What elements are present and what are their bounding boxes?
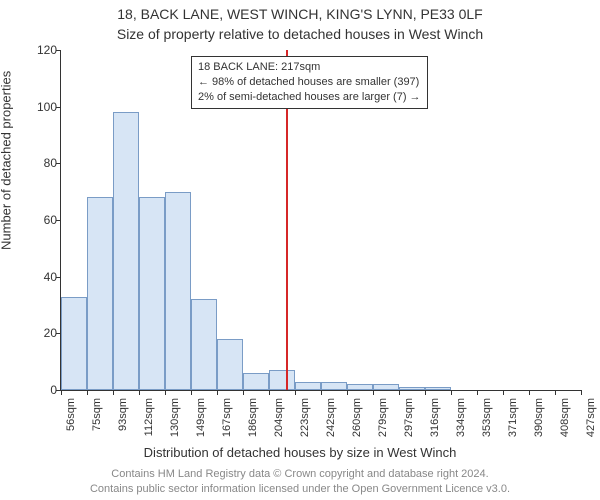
xtick-label: 167sqm — [221, 398, 233, 437]
histogram-bar — [347, 384, 373, 390]
xtick-label: 149sqm — [195, 398, 207, 437]
ytick-label: 40 — [29, 270, 57, 284]
xtick-label: 371sqm — [507, 398, 519, 437]
xtick-label: 260sqm — [351, 398, 363, 437]
xtick-mark — [113, 390, 114, 395]
xtick-mark — [581, 390, 582, 395]
histogram-bar — [61, 297, 87, 391]
xtick-label: 297sqm — [403, 398, 415, 437]
histogram-bar — [321, 382, 347, 391]
xtick-mark — [399, 390, 400, 395]
xtick-mark — [373, 390, 374, 395]
xtick-mark — [165, 390, 166, 395]
plot-area: 020406080100120 56sqm75sqm93sqm112sqm130… — [60, 50, 581, 391]
xtick-mark — [347, 390, 348, 395]
histogram-bar — [217, 339, 243, 390]
xtick-label: 334sqm — [455, 398, 467, 437]
xtick-label: 130sqm — [169, 398, 181, 437]
xtick-mark — [477, 390, 478, 395]
histogram-bar — [87, 197, 113, 390]
xtick-label: 112sqm — [143, 398, 155, 436]
histogram-bar — [243, 373, 269, 390]
ytick-label: 0 — [29, 383, 57, 397]
y-axis-label: Number of detached properties — [0, 71, 14, 250]
xtick-mark — [503, 390, 504, 395]
annotation-box: 18 BACK LANE: 217sqm ← 98% of detached h… — [191, 56, 428, 109]
footer-line2: Contains public sector information licen… — [0, 482, 600, 496]
xtick-mark — [243, 390, 244, 395]
xtick-mark — [295, 390, 296, 395]
xtick-mark — [87, 390, 88, 395]
histogram-bar — [269, 370, 295, 390]
xtick-label: 223sqm — [299, 398, 311, 437]
ytick-label: 20 — [29, 326, 57, 340]
ytick-label: 100 — [29, 100, 57, 114]
xtick-mark — [191, 390, 192, 395]
annotation-line1: 18 BACK LANE: 217sqm — [198, 60, 421, 75]
footer-attribution: Contains HM Land Registry data © Crown c… — [0, 467, 600, 496]
xtick-mark — [425, 390, 426, 395]
xtick-mark — [321, 390, 322, 395]
annotation-line2: ← 98% of detached houses are smaller (39… — [198, 75, 421, 90]
xtick-mark — [139, 390, 140, 395]
chart-title-line2: Size of property relative to detached ho… — [0, 26, 600, 42]
ytick-label: 80 — [29, 156, 57, 170]
xtick-label: 204sqm — [273, 398, 285, 437]
xtick-label: 408sqm — [559, 398, 571, 437]
histogram-bar — [139, 197, 165, 390]
xtick-label: 56sqm — [65, 398, 77, 431]
histogram-bar — [191, 299, 217, 390]
xtick-label: 75sqm — [91, 398, 103, 431]
ytick-label: 60 — [29, 213, 57, 227]
xtick-label: 390sqm — [533, 398, 545, 437]
xtick-mark — [529, 390, 530, 395]
xtick-mark — [269, 390, 270, 395]
xtick-label: 427sqm — [585, 398, 597, 437]
xtick-label: 93sqm — [117, 398, 129, 431]
histogram-bar — [165, 192, 191, 390]
histogram-bar — [425, 387, 451, 390]
chart-title-line1: 18, BACK LANE, WEST WINCH, KING'S LYNN, … — [0, 6, 600, 22]
histogram-bar — [399, 387, 425, 390]
annotation-line3: 2% of semi-detached houses are larger (7… — [198, 90, 421, 105]
xtick-label: 186sqm — [247, 398, 259, 437]
xtick-mark — [61, 390, 62, 395]
xtick-mark — [555, 390, 556, 395]
footer-line1: Contains HM Land Registry data © Crown c… — [0, 467, 600, 481]
xtick-label: 242sqm — [325, 398, 337, 437]
x-axis-label: Distribution of detached houses by size … — [0, 445, 600, 460]
histogram-bar — [113, 112, 139, 390]
xtick-label: 279sqm — [377, 398, 389, 437]
histogram-bar — [373, 384, 399, 390]
xtick-label: 353sqm — [481, 398, 493, 437]
histogram-bar — [295, 382, 321, 391]
xtick-mark — [217, 390, 218, 395]
ytick-label: 120 — [29, 43, 57, 57]
xtick-mark — [451, 390, 452, 395]
chart-container: 18, BACK LANE, WEST WINCH, KING'S LYNN, … — [0, 0, 600, 500]
xtick-label: 316sqm — [429, 398, 441, 437]
